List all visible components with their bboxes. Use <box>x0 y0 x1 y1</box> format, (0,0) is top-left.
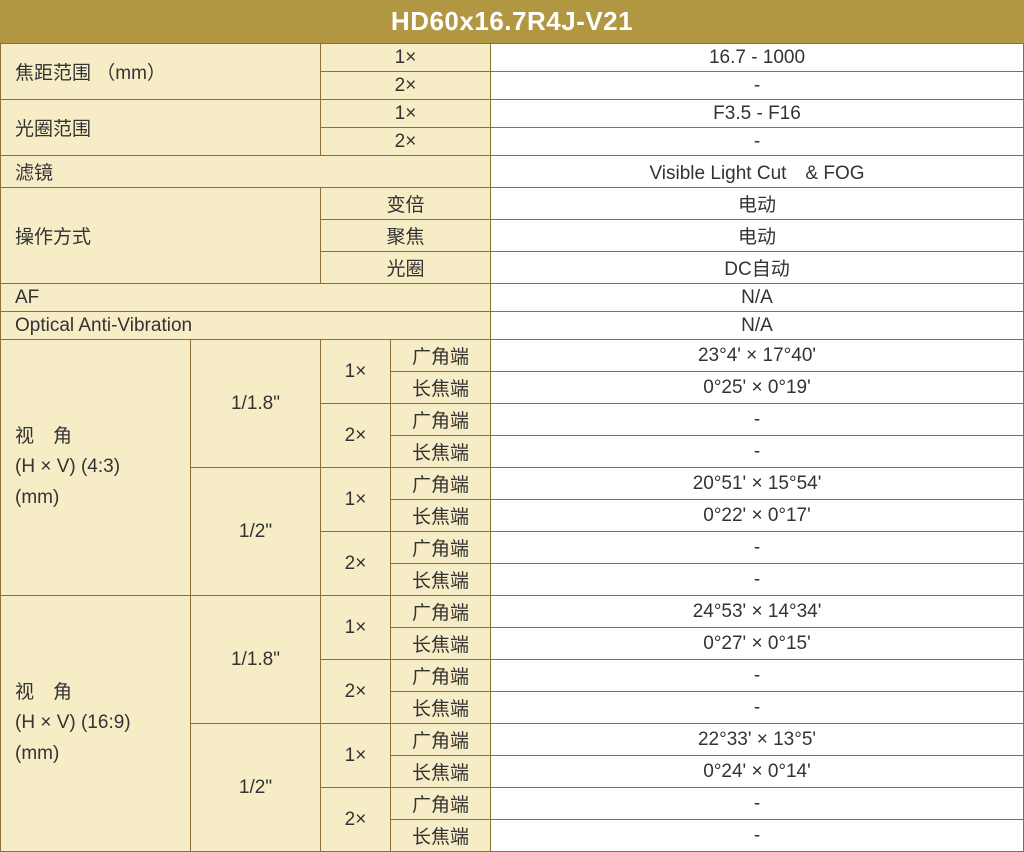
value-a43-118-2x-w: - <box>491 404 1024 436</box>
value-a43-12-2x-w: - <box>491 532 1024 564</box>
label-1x-a1: 1× <box>321 340 391 404</box>
label-wide-b4: 广角端 <box>391 788 491 820</box>
value-focal-2x: - <box>491 72 1024 100</box>
label-wide-a1: 广角端 <box>391 340 491 372</box>
label-angle-43: 视 角 (H × V) (4:3) (mm) <box>1 340 191 596</box>
value-a43-12-1x-w: 20°51' × 15°54' <box>491 468 1024 500</box>
value-op-zoom: 电动 <box>491 188 1024 220</box>
value-af: N/A <box>491 284 1024 312</box>
label-tele-a4: 长焦端 <box>391 564 491 596</box>
page-title: HD60x16.7R4J-V21 <box>0 0 1024 43</box>
label-tele-b2: 长焦端 <box>391 692 491 724</box>
label-1x-b2: 1× <box>321 724 391 788</box>
label-focal-range: 焦距范围 （mm） <box>1 44 321 100</box>
value-a43-118-1x-t: 0°25' × 0°19' <box>491 372 1024 404</box>
value-a43-118-1x-w: 23°4' × 17°40' <box>491 340 1024 372</box>
value-a169-12-2x-w: - <box>491 788 1024 820</box>
label-mag-2x: 2× <box>321 72 491 100</box>
label-tele-a2: 长焦端 <box>391 436 491 468</box>
label-1x-a2: 1× <box>321 468 391 532</box>
label-op-zoom: 变倍 <box>321 188 491 220</box>
label-sensor-118-a: 1/1.8" <box>191 340 321 468</box>
label-wide-b2: 广角端 <box>391 660 491 692</box>
label-sensor-12-b: 1/2" <box>191 724 321 852</box>
value-focal-1x: 16.7 - 1000 <box>491 44 1024 72</box>
label-1x-b1: 1× <box>321 596 391 660</box>
label-wide-b3: 广角端 <box>391 724 491 756</box>
label-tele-a3: 长焦端 <box>391 500 491 532</box>
label-2x-a1: 2× <box>321 404 391 468</box>
label-2x-b1: 2× <box>321 660 391 724</box>
value-op-iris: DC自动 <box>491 252 1024 284</box>
label-wide-b1: 广角端 <box>391 596 491 628</box>
value-aperture-1x: F3.5 - F16 <box>491 100 1024 128</box>
label-2x-a2: 2× <box>321 532 391 596</box>
label-wide-a2: 广角端 <box>391 404 491 436</box>
value-a169-12-1x-t: 0°24' × 0°14' <box>491 756 1024 788</box>
value-a169-118-2x-t: - <box>491 692 1024 724</box>
label-aperture-range: 光圈范围 <box>1 100 321 156</box>
value-aperture-2x: - <box>491 128 1024 156</box>
value-a169-12-2x-t: - <box>491 820 1024 852</box>
label-wide-a4: 广角端 <box>391 532 491 564</box>
label-op-iris: 光圈 <box>321 252 491 284</box>
value-a43-12-1x-t: 0°22' × 0°17' <box>491 500 1024 532</box>
label-angle-169: 视 角 (H × V) (16:9) (mm) <box>1 596 191 852</box>
value-a169-118-2x-w: - <box>491 660 1024 692</box>
label-af: AF <box>1 284 491 312</box>
label-mag-1x: 1× <box>321 44 491 72</box>
label-tele-b3: 长焦端 <box>391 756 491 788</box>
spec-table: 焦距范围 （mm） 1× 16.7 - 1000 2× - 光圈范围 1× F3… <box>0 43 1024 852</box>
label-tele-b1: 长焦端 <box>391 628 491 660</box>
label-2x-b2: 2× <box>321 788 391 852</box>
label-tele-b4: 长焦端 <box>391 820 491 852</box>
value-a43-12-2x-t: - <box>491 564 1024 596</box>
label-sensor-118-b: 1/1.8" <box>191 596 321 724</box>
value-filter: Visible Light Cut & FOG <box>491 156 1024 188</box>
label-op-focus: 聚焦 <box>321 220 491 252</box>
value-a169-12-1x-w: 22°33' × 13°5' <box>491 724 1024 756</box>
value-op-focus: 电动 <box>491 220 1024 252</box>
value-a169-118-1x-w: 24°53' × 14°34' <box>491 596 1024 628</box>
value-a43-118-2x-t: - <box>491 436 1024 468</box>
value-a169-118-1x-t: 0°27' × 0°15' <box>491 628 1024 660</box>
label-mag-1x-b: 1× <box>321 100 491 128</box>
label-wide-a3: 广角端 <box>391 468 491 500</box>
label-oav: Optical Anti-Vibration <box>1 312 491 340</box>
label-sensor-12-a: 1/2" <box>191 468 321 596</box>
label-tele-a1: 长焦端 <box>391 372 491 404</box>
value-oav: N/A <box>491 312 1024 340</box>
label-filter: 滤镜 <box>1 156 491 188</box>
label-operation: 操作方式 <box>1 188 321 284</box>
label-mag-2x-b: 2× <box>321 128 491 156</box>
